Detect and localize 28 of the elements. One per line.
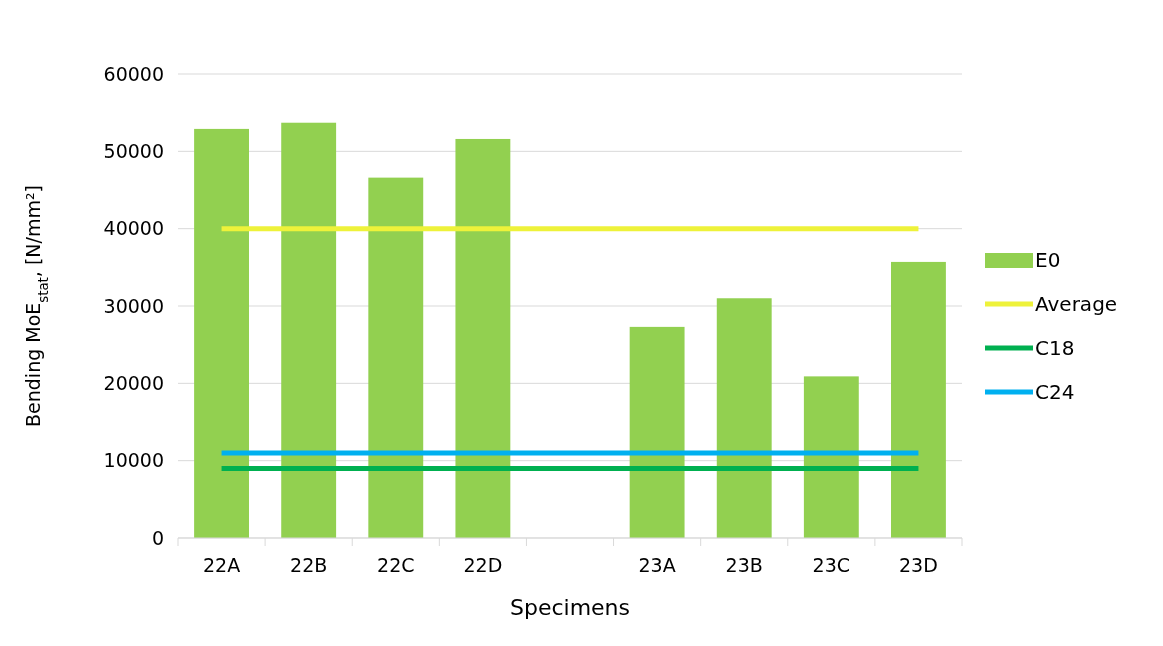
bar xyxy=(194,128,249,538)
y-tick-label: 10000 xyxy=(103,449,164,472)
x-tick-label: 23B xyxy=(725,554,763,576)
bar xyxy=(629,326,685,538)
bar xyxy=(891,261,946,538)
bar xyxy=(455,138,511,538)
x-tick-label: 23A xyxy=(638,554,676,576)
x-tick-label: 22B xyxy=(290,554,328,576)
x-tick-label: 23D xyxy=(899,554,938,576)
bar xyxy=(281,122,337,538)
y-tick-label: 0 xyxy=(151,526,164,549)
x-tick-label: 22C xyxy=(377,554,415,576)
bar xyxy=(716,298,772,538)
y-tick-label: 20000 xyxy=(103,371,164,394)
legend-label: C24 xyxy=(1035,380,1075,404)
x-axis-title: Specimens xyxy=(509,595,631,620)
legend-label: Average xyxy=(1035,292,1118,316)
legend-label: E0 xyxy=(1035,248,1061,272)
y-tick-label: 30000 xyxy=(103,294,164,317)
x-tick-label: 22A xyxy=(202,554,241,576)
y-tick-label: 50000 xyxy=(103,139,164,162)
bar xyxy=(368,177,424,538)
y-tick-label: 40000 xyxy=(103,217,164,240)
x-tick-label: 23C xyxy=(812,554,851,576)
bar xyxy=(803,376,859,538)
y-tick-label: 60000 xyxy=(103,62,164,85)
x-tick-label: 22D xyxy=(463,554,503,576)
legend-label: C18 xyxy=(1035,336,1075,360)
